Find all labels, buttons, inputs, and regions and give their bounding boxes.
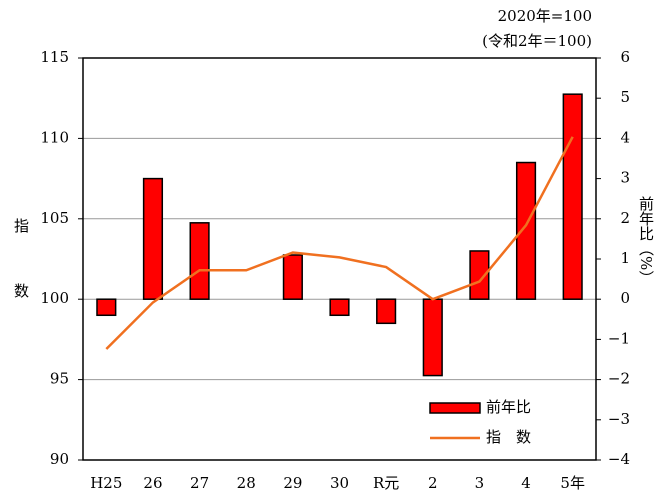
x-tick-label: 2 <box>428 474 438 492</box>
y2-axis-label: 前年比（%） <box>637 196 655 285</box>
x-tick-label: 3 <box>475 474 485 492</box>
y2-tick-label: 2 <box>620 209 630 227</box>
x-tick-label: 4 <box>521 474 531 492</box>
x-tick-label: 29 <box>283 474 302 492</box>
y2-tick-label: 4 <box>620 128 630 146</box>
y2-tick-label: 6 <box>620 48 630 66</box>
y-tick-label: 90 <box>50 450 69 468</box>
y-tick-label: 100 <box>40 289 69 307</box>
y-axis-label: 指数 <box>12 218 30 348</box>
bar <box>422 298 443 377</box>
y-tick-label: 115 <box>40 48 69 66</box>
x-tick-label: H25 <box>90 474 122 492</box>
y2-tick-label: −4 <box>608 450 630 468</box>
bar <box>142 177 164 300</box>
legend-label: 指 数 <box>486 428 531 446</box>
line <box>105 136 574 350</box>
y-tick-label: 105 <box>40 209 69 227</box>
legend-label: 前年比 <box>486 398 531 416</box>
y2-tick-label: −3 <box>608 410 630 428</box>
x-tick-label: 27 <box>190 474 209 492</box>
y2-tick-label: 5 <box>620 88 630 106</box>
plot-frame <box>82 57 597 461</box>
note: 2020年=100 <box>498 7 592 25</box>
x-tick-label: 28 <box>237 474 256 492</box>
x-tick-label: R元 <box>373 474 399 492</box>
y2-tick-label: −2 <box>608 370 630 388</box>
x-tick-label: 26 <box>143 474 162 492</box>
x-tick-label: 30 <box>330 474 349 492</box>
x-tick-label: 5年 <box>560 474 585 492</box>
note: (令和2年＝100) <box>482 32 592 50</box>
y-tick-label: 110 <box>40 128 69 146</box>
bar <box>189 222 210 300</box>
bar <box>515 161 537 300</box>
bar <box>469 250 490 300</box>
bar <box>562 93 583 300</box>
y2-tick-label: −1 <box>608 329 630 347</box>
bar <box>329 298 350 317</box>
y2-tick-label: 1 <box>620 249 630 267</box>
legend-swatch <box>429 402 481 414</box>
y2-tick-label: 0 <box>620 289 630 307</box>
bar <box>282 254 303 300</box>
bar <box>96 298 117 317</box>
bar <box>376 298 397 325</box>
y2-tick-label: 3 <box>620 169 630 187</box>
y-tick-label: 95 <box>50 370 69 388</box>
